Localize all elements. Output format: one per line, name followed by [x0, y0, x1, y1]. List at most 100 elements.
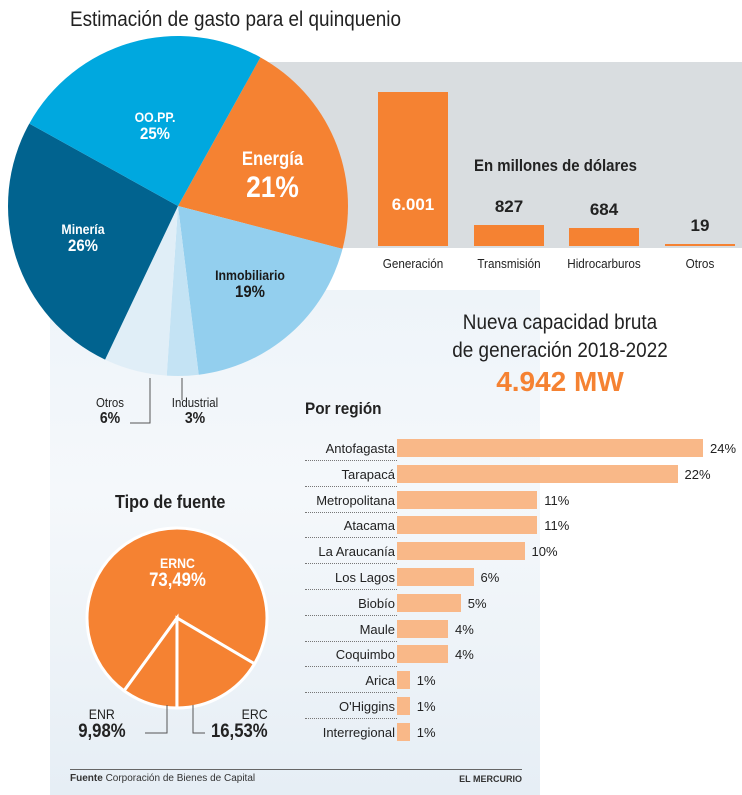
region-bar: [397, 722, 410, 741]
region-bar: [397, 464, 678, 483]
row-separator: [305, 692, 397, 694]
leader-line-enr: [145, 705, 168, 734]
row-separator: [305, 485, 397, 487]
region-row: Atacama 11%: [300, 514, 740, 539]
region-label: Interregional: [322, 724, 395, 740]
region-label: Biobío: [358, 595, 395, 611]
footer-brand: EL MERCURIO: [459, 774, 522, 784]
row-separator: [305, 537, 397, 539]
region-label: Antofagasta: [325, 441, 395, 456]
bar-category-label: Transmisión: [477, 256, 541, 271]
region-bar: [397, 439, 703, 457]
region-label: Coquimbo: [335, 647, 395, 663]
region-label: Maule: [359, 621, 395, 637]
row-separator: [305, 563, 397, 565]
source-pie-slice-ernc: [85, 526, 269, 693]
spend-pie-slice-minera: [8, 123, 179, 360]
region-label: Atacama: [343, 518, 395, 534]
pie-label-enr: ENR 9,98%: [78, 706, 126, 743]
bar-value: 684: [589, 200, 619, 220]
region-value: 5%: [467, 595, 487, 611]
region-row: Biobío 5%: [300, 592, 740, 617]
source-pie-slice-erc: [175, 615, 257, 710]
row-separator: [305, 460, 397, 461]
region-bar: [397, 697, 410, 715]
region-row: Coquimbo 4%: [300, 643, 740, 668]
footer-divider: [70, 769, 522, 770]
row-separator: [305, 666, 397, 668]
pie-label-otros: Otros 6%: [96, 395, 124, 428]
footer-source: Fuente Corporación de Bienes de Capital: [70, 773, 256, 784]
page-title: Estimación de gasto para el quinquenio: [70, 8, 401, 31]
bar-hidrocarburos: [569, 228, 639, 246]
bar-otros: [665, 244, 735, 246]
region-row: Tarapacá 22%: [300, 463, 740, 488]
bar-category-label: Generación: [382, 256, 444, 271]
leader-line-erc: [192, 705, 205, 734]
region-row: Maule 4%: [300, 618, 740, 643]
region-label: Tarapacá: [341, 466, 395, 482]
region-value: 10%: [531, 544, 558, 560]
bar-value: 6.001: [391, 195, 435, 214]
capacity-value: 4.942 MW: [496, 366, 624, 397]
region-value: 11%: [544, 518, 570, 534]
region-bar: [397, 593, 461, 612]
row-separator: [305, 589, 397, 590]
region-row: Los Lagos 6%: [300, 566, 740, 591]
pie-label-inmobiliario: Inmobiliario 19%: [215, 267, 285, 302]
region-value: 4%: [455, 621, 474, 637]
row-separator: [305, 511, 397, 513]
spend-pie-slice-inmobiliario: [178, 206, 343, 375]
region-bar: [397, 490, 538, 509]
region-label: Los Lagos: [335, 570, 395, 585]
spend-pie-slice-otros: [105, 206, 178, 376]
region-label: Arica: [365, 673, 395, 689]
row-separator: [305, 614, 397, 616]
region-bar: [397, 542, 525, 561]
pie-label-mineria: Minería 26%: [61, 221, 105, 256]
region-value: 1%: [416, 673, 436, 689]
source-pie-title: Tipo de fuente: [115, 492, 226, 512]
region-row: Interregional 1%: [300, 721, 740, 746]
region-bar: [397, 619, 448, 638]
bar-category-label: Otros: [685, 256, 715, 271]
region-row: Metropolitana 11%: [300, 489, 740, 514]
pie-label-industrial: Industrial 3%: [171, 395, 219, 428]
region-row: La Araucanía 10%: [300, 540, 740, 565]
region-bar: [397, 645, 448, 664]
capacity-title-line1: Nueva capacidad bruta: [462, 311, 658, 334]
region-bar: [397, 516, 538, 535]
pie-label-oopp: OO.PP. 25%: [134, 109, 176, 144]
region-chart-title: Por región: [305, 399, 382, 418]
region-value: 1%: [416, 724, 436, 740]
bar-transmisión: [474, 224, 544, 246]
region-value: 1%: [416, 699, 436, 714]
pie-label-energia: Energía 21%: [241, 149, 304, 204]
region-value: 4%: [455, 647, 474, 663]
bar-value: 827: [494, 196, 524, 216]
leader-line-otros: [130, 378, 151, 424]
region-value: 6%: [480, 570, 500, 585]
pie-label-ernc: ERNC 73,49%: [149, 555, 206, 592]
bar-chart-title: En millones de dólares: [474, 156, 637, 175]
pie-label-erc: ERC 16,53%: [210, 706, 268, 743]
region-label: Metropolitana: [316, 492, 395, 508]
region-value: 22%: [684, 466, 711, 482]
capacity-title-line2: de generación 2018-2022: [452, 339, 668, 362]
spend-pie-slice-industrial: [166, 206, 199, 376]
bar-category-label: Hidrocarburos: [567, 256, 641, 271]
region-label: La Araucanía: [318, 544, 395, 560]
region-value: 24%: [710, 441, 737, 456]
region-bar: [397, 568, 474, 586]
bar-generación: [378, 92, 448, 246]
spend-pie-slice-oopp: [29, 35, 261, 206]
region-row: Antofagasta 24%: [300, 437, 740, 462]
region-row: Arica 1%: [300, 669, 740, 694]
region-value: 11%: [544, 492, 570, 508]
source-pie-slice-enr: [122, 613, 179, 710]
region-label: O'Higgins: [339, 699, 395, 714]
region-row: O'Higgins 1%: [300, 695, 740, 720]
row-separator: [305, 718, 397, 719]
row-separator: [305, 640, 397, 642]
